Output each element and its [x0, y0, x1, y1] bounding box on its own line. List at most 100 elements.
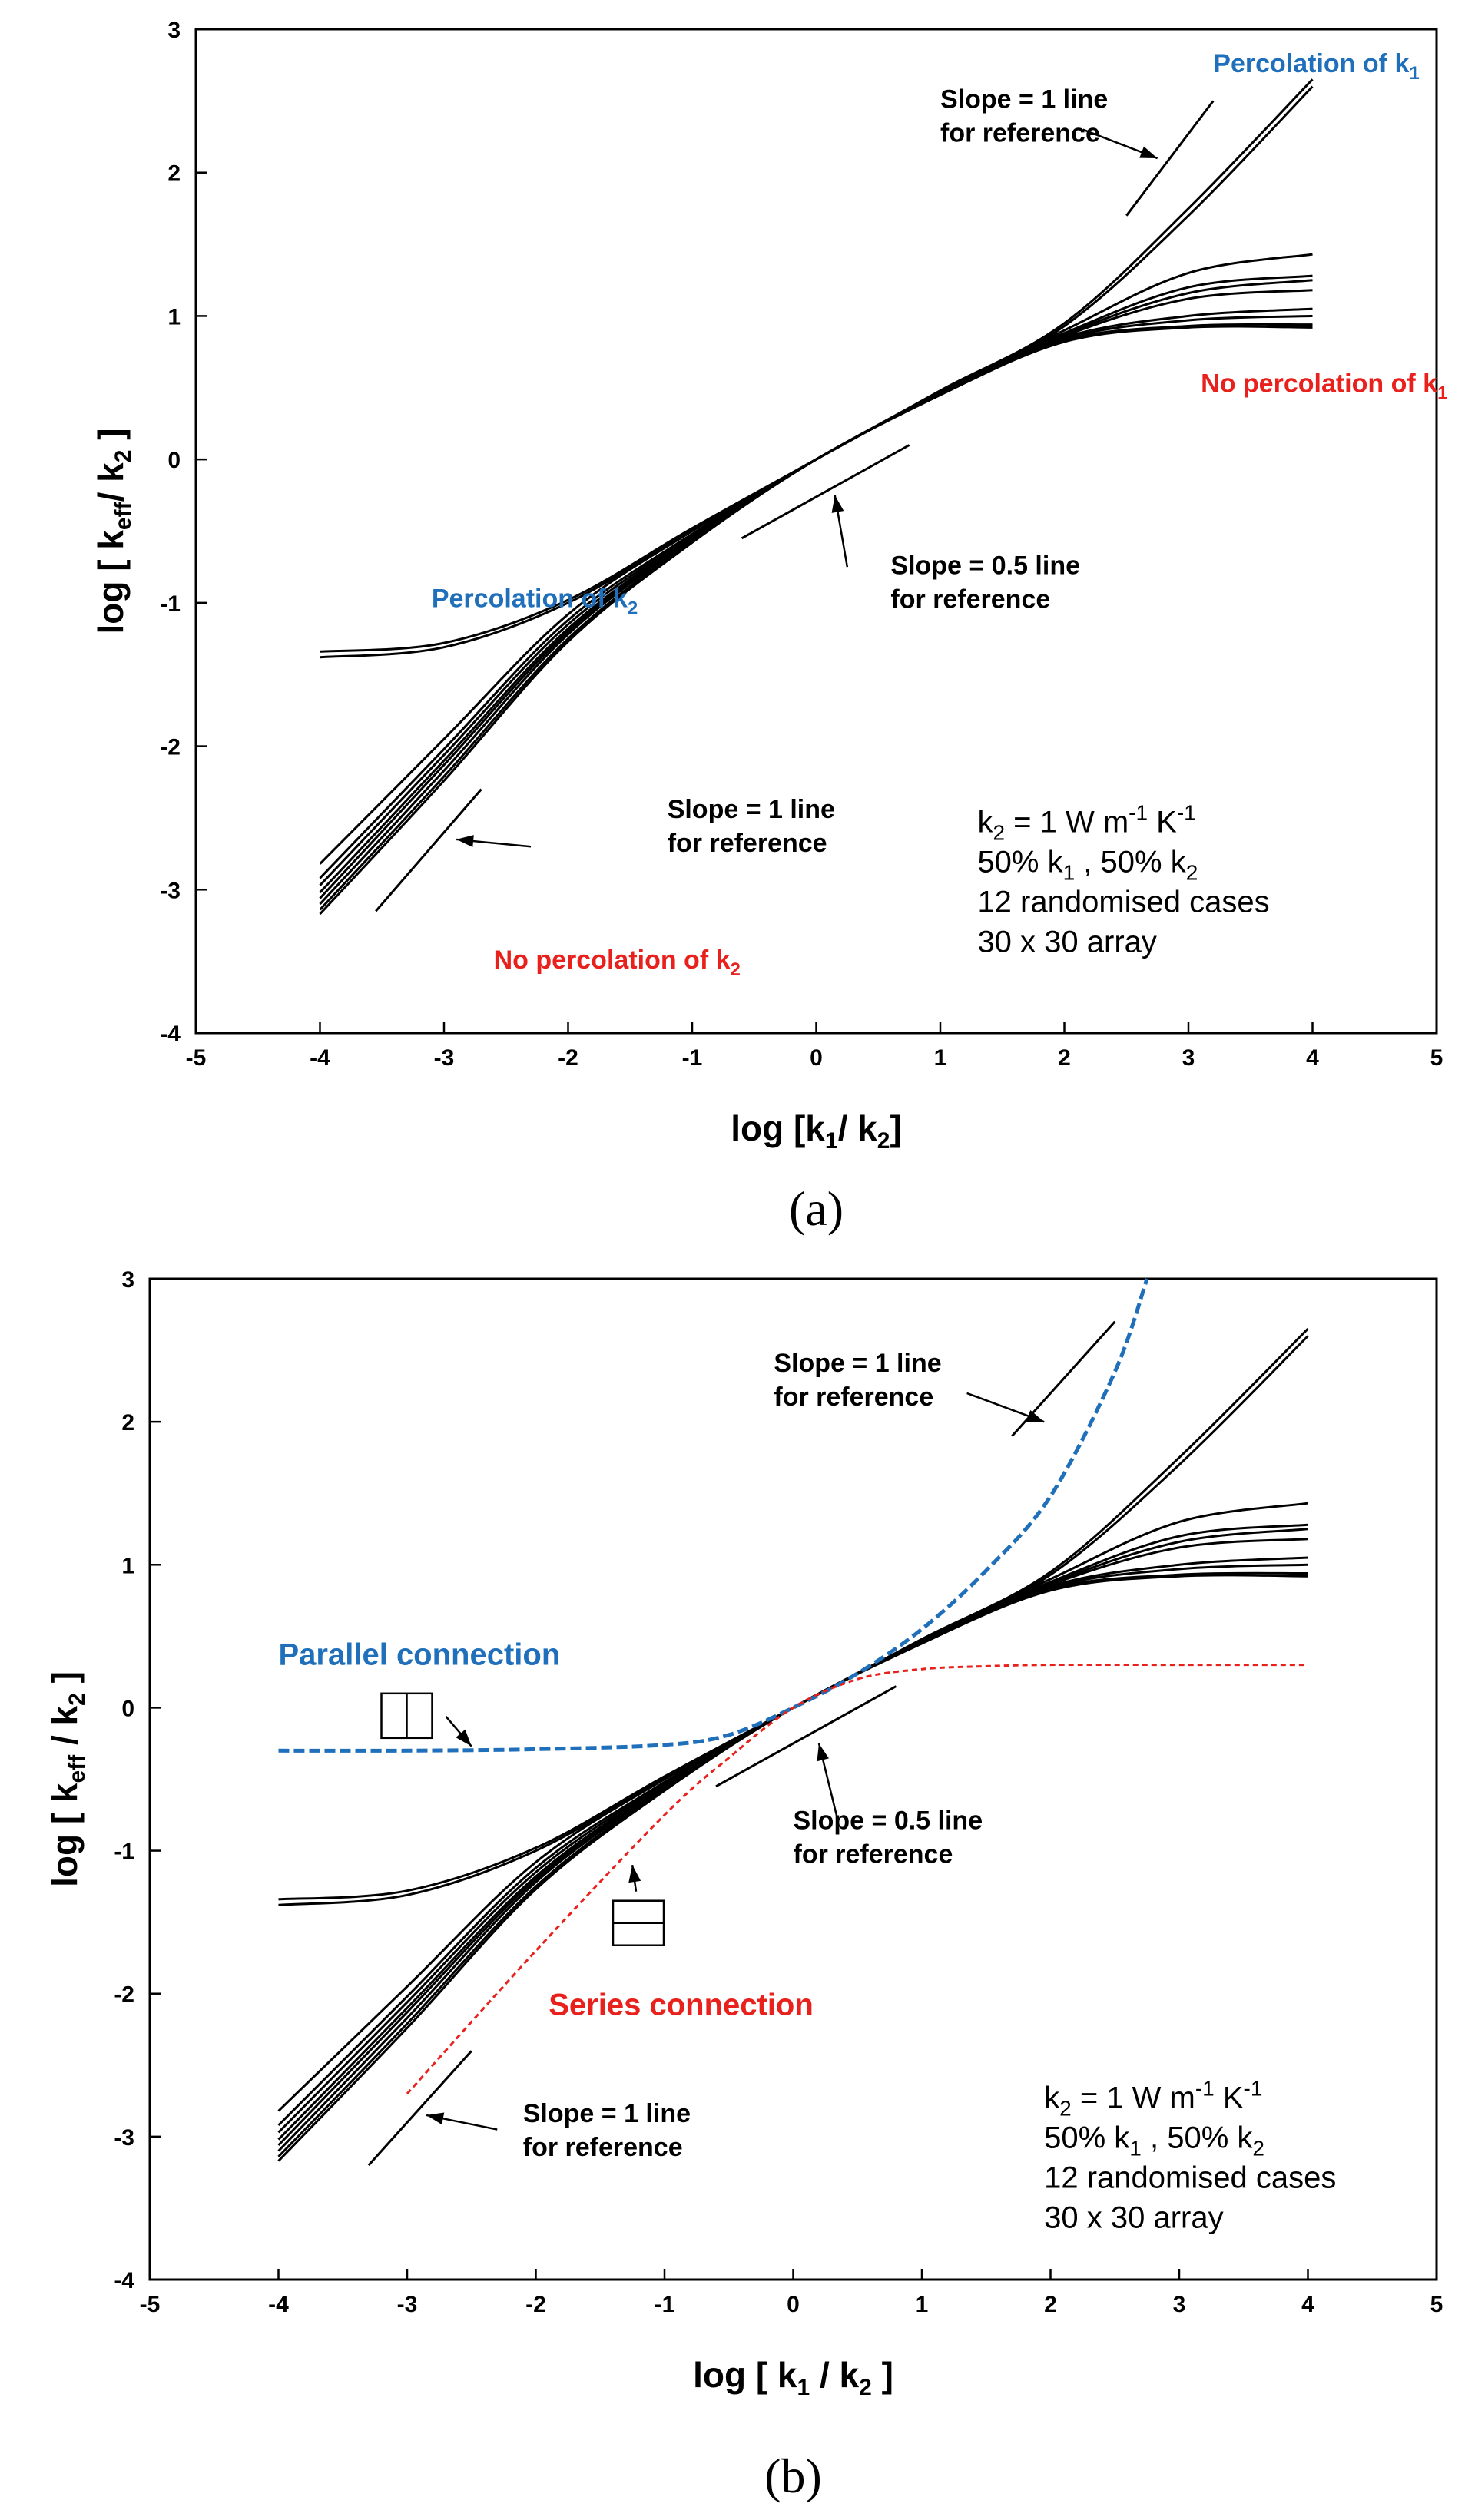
annotation-slope1-top-line2: for reference	[774, 1383, 933, 1412]
y-tick-label: 3	[167, 18, 181, 43]
x-tick-label: 2	[1044, 2292, 1057, 2317]
annotation-slope05-line1: Slope = 0.5 line	[890, 551, 1080, 581]
y-axis-label-sub1: eff	[111, 501, 136, 530]
info-block-l1a: k	[977, 806, 993, 839]
x-axis-label-sub2: 2	[859, 2375, 872, 2400]
x-tick-label: 1	[934, 1045, 947, 1071]
annotation-slope1-bottom: Slope = 1 line for reference	[523, 2099, 691, 2162]
annotation-percolation-k1-text: Percolation of k	[1213, 49, 1409, 78]
info-block-l2a-sub: 1	[1063, 861, 1076, 885]
info-block-l1c-sup: -1	[1177, 801, 1196, 825]
x-tick-label: -3	[434, 1045, 455, 1071]
annotation-slope1-bottom-line2: for reference	[668, 829, 827, 858]
info-block-line2: 50% k1 , 50% k2	[1044, 2121, 1264, 2161]
plot-frame	[194, 28, 1438, 1035]
x-tick-label: 0	[810, 1045, 823, 1071]
annotation-percolation-k2: Percolation of k2	[432, 584, 638, 618]
x-tick-label: 1	[916, 2292, 929, 2317]
x-axis-label-post: ]	[890, 1108, 901, 1148]
y-tick-label: -3	[114, 2125, 134, 2151]
annotation-percolation-k1: Percolation of k1	[1213, 49, 1419, 84]
x-tick-label: -1	[682, 1045, 703, 1071]
info-block-line3: 12 randomised cases	[977, 886, 1269, 919]
x-axis-label-pre: log [k	[731, 1108, 825, 1148]
y-axis-label: log [ keff / k2 ]	[45, 1671, 90, 1887]
info-block-l1b: = 1 W m	[1072, 2081, 1195, 2115]
arrow-parallel-head	[456, 1729, 472, 1747]
y-axis-label-sub2: 2	[111, 450, 136, 463]
reference-line-3	[375, 788, 482, 912]
annotation-percolation-k2-sub: 2	[628, 598, 638, 618]
y-axis-label-mid: / k	[45, 1705, 85, 1754]
x-axis-label-sub1: 1	[825, 1128, 838, 1154]
y-tick-label: -4	[160, 1022, 181, 1047]
parallel-connection-curve	[278, 1278, 1149, 1753]
info-block-l2b-sub: 2	[1252, 2137, 1264, 2161]
x-tick-label: 3	[1182, 1045, 1195, 1071]
annotation-slope1-top: Slope = 1 line for reference	[774, 1349, 941, 1412]
y-axis-label-post: ]	[91, 428, 131, 449]
info-block-l1c: K	[1148, 806, 1177, 839]
annotation-slope1-top: Slope = 1 line for reference	[940, 85, 1108, 148]
reference-line-2	[715, 1685, 897, 1788]
x-axis-label: log [k1/ k2]	[731, 1108, 902, 1154]
annotation-no-percolation-k1: No percolation of k1	[1201, 369, 1447, 403]
y-tick-label: 0	[167, 448, 181, 473]
annotation-slope05: Slope = 0.5 line for reference	[890, 551, 1080, 614]
series-line-3	[319, 253, 1313, 865]
y-tick-label: 2	[121, 1410, 134, 1436]
annotation-slope1-top-line2: for reference	[940, 119, 1100, 148]
annotation-slope05: Slope = 0.5 line for reference	[794, 1806, 983, 1869]
x-tick-label: -3	[397, 2292, 418, 2317]
info-block-line4: 30 x 30 array	[977, 926, 1156, 959]
info-block-l2a: 50% k	[977, 846, 1063, 879]
x-tick-label: -5	[140, 2292, 161, 2317]
series-line-4	[319, 274, 1313, 879]
arrow-slope05-head	[831, 495, 844, 513]
x-tick-label: 4	[1301, 2292, 1314, 2317]
arrow-slope1-top-head	[1139, 146, 1158, 159]
x-tick-label: 5	[1430, 1045, 1443, 1071]
info-block-line3: 12 randomised cases	[1044, 2161, 1336, 2195]
info-block-l1a: k	[1044, 2081, 1060, 2115]
info-block-line4: 30 x 30 array	[1044, 2201, 1223, 2235]
annotation-percolation-k2-text: Percolation of k	[432, 584, 628, 613]
y-tick-label: 1	[167, 304, 181, 329]
y-axis-label-pre: log [ k	[45, 1783, 85, 1887]
annotation-slope1-bottom: Slope = 1 line for reference	[668, 795, 835, 858]
info-block-l1c: K	[1215, 2081, 1244, 2115]
info-block-l1b: = 1 W m	[1005, 806, 1129, 839]
reference-line-3	[367, 2050, 472, 2167]
arrow-slope1-top-head	[1026, 1409, 1045, 1422]
info-block-line2: 50% k1 , 50% k2	[977, 846, 1198, 885]
x-tick-label: -5	[186, 1045, 207, 1071]
arrow-slope1-bottom-head	[456, 835, 474, 848]
panel-label: (b)	[764, 2449, 822, 2503]
annotation-no-percolation-k1-text: No percolation of k	[1201, 369, 1437, 398]
x-axis-label-sub1: 1	[797, 2375, 810, 2400]
x-tick-label: -1	[655, 2292, 675, 2317]
annotation-slope1-bottom-line1: Slope = 1 line	[523, 2099, 691, 2128]
y-tick-label: -1	[114, 1840, 134, 1865]
info-block-l1b-sup: -1	[1129, 801, 1148, 825]
y-tick-label: -1	[160, 591, 181, 617]
annotation-slope05-line2: for reference	[794, 1840, 953, 1869]
y-tick-label: -4	[114, 2268, 134, 2293]
series-line-2	[320, 85, 1314, 659]
reference-line-1	[1125, 100, 1215, 217]
y-tick-label: 2	[167, 161, 181, 187]
y-axis-label-sub1: eff	[65, 1754, 90, 1783]
panel-label: (a)	[789, 1181, 844, 1236]
x-tick-label: 4	[1306, 1045, 1319, 1071]
x-tick-label: 2	[1058, 1045, 1071, 1071]
info-block-l1a-sub: 2	[1059, 2097, 1072, 2121]
info-block-l2a: 50% k	[1044, 2121, 1130, 2155]
info-block-l1b-sup: -1	[1195, 2077, 1215, 2101]
annotation-series-connection: Series connection	[549, 1989, 814, 2022]
x-axis-label-mid: / k	[810, 2355, 859, 2395]
x-tick-label: 0	[787, 2292, 800, 2317]
annotation-slope1-bottom-line2: for reference	[523, 2133, 683, 2162]
y-tick-label: -2	[114, 1982, 134, 2008]
annotation-slope05-line2: for reference	[890, 585, 1050, 614]
